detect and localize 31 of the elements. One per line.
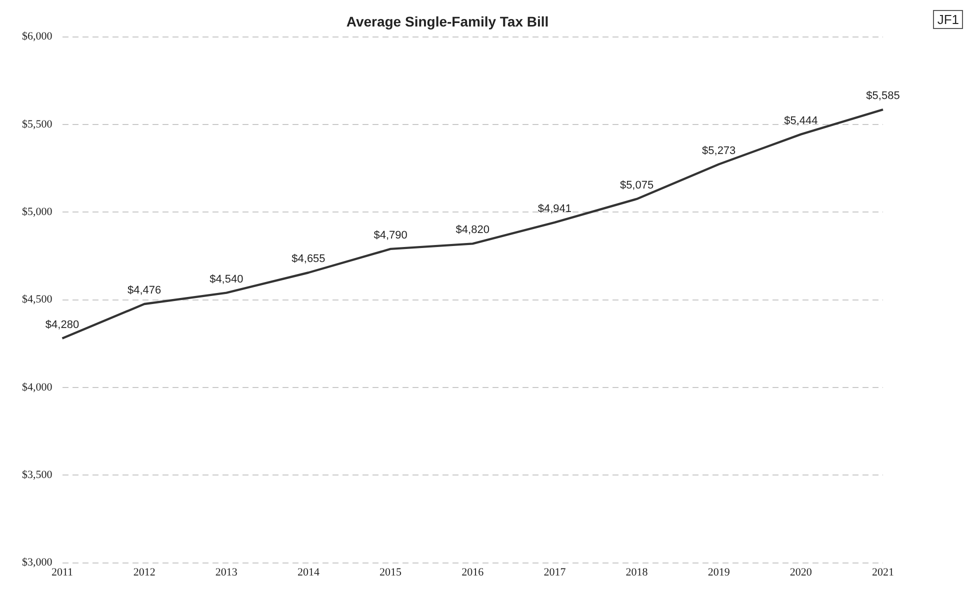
x-tick-label: 2011: [51, 566, 74, 578]
x-tick-label: 2012: [133, 566, 156, 578]
x-tick-label: 2019: [708, 566, 730, 578]
data-label: $4,941: [538, 203, 572, 216]
x-tick-label: 2021: [872, 566, 894, 578]
data-label: $4,280: [45, 318, 80, 331]
data-label: $5,273: [702, 144, 736, 157]
text: JF1: [933, 10, 963, 29]
y-tick-label: $4,000: [22, 381, 53, 394]
data-label: $5,585: [866, 90, 900, 102]
y-tick-label: $3,500: [22, 469, 53, 482]
y-tick-label: $4,500: [22, 294, 53, 306]
y-tick-label: $5,500: [22, 118, 53, 130]
data-label: $4,655: [292, 253, 326, 266]
data-label: $4,476: [127, 284, 162, 297]
data-label: $4,540: [210, 273, 244, 286]
x-tick-label: 2020: [790, 566, 812, 578]
x-tick-label: 2018: [626, 566, 648, 578]
x-tick-label: 2013: [215, 566, 238, 578]
data-label: $4,790: [374, 229, 408, 242]
y-tick-label: $5,000: [22, 206, 53, 218]
x-tick-label: 2015: [380, 566, 402, 578]
data-label: $5,444: [784, 114, 818, 127]
data-label: $4,820: [456, 224, 490, 236]
y-tick-label: $3,000: [22, 556, 53, 569]
x-tick-label: 2016: [462, 566, 484, 578]
y-tick-label: $6,000: [22, 30, 53, 43]
chart-title: Average Single-Family Tax Bill: [346, 13, 549, 30]
data-label: $5,075: [620, 180, 654, 192]
x-tick-label: 2017: [544, 566, 566, 578]
x-tick-label: 2014: [297, 566, 320, 578]
